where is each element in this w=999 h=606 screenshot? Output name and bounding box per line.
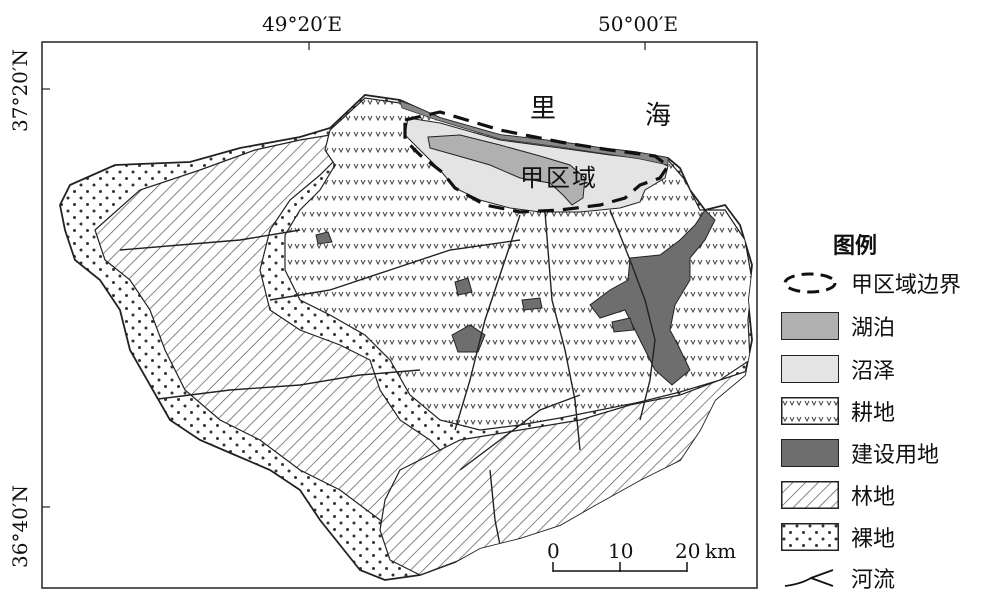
river-line <box>459 394 581 471</box>
lat-label-top: 37°20′N <box>8 49 32 132</box>
builtup-swatch-icon <box>781 439 839 467</box>
legend-label: 耕地 <box>851 401 896 426</box>
river-line <box>609 209 656 421</box>
builtup-east <box>589 209 716 386</box>
lon-label-left: 49°20′E <box>262 12 343 36</box>
builtup-patch <box>454 277 473 296</box>
legend-label: 裸地 <box>851 527 896 552</box>
legend-label: 河流 <box>851 568 896 593</box>
river-line <box>544 211 581 451</box>
builtup-patch <box>451 324 486 353</box>
map-frame <box>41 41 758 589</box>
scale-label-20: 20 <box>675 539 701 563</box>
legend-label: 沼泽 <box>851 359 896 384</box>
river-line <box>119 229 301 251</box>
lat-label-bottom: 36°40′N <box>8 485 32 568</box>
bare-dots-icon <box>781 523 839 551</box>
farmland-pattern-icon <box>781 397 839 425</box>
dashed-boundary-icon <box>783 272 837 294</box>
scale-unit: km <box>705 539 737 563</box>
river-line-icon <box>784 569 834 587</box>
sea-label-char-2: 海 <box>645 101 674 131</box>
lake-swatch-icon <box>781 312 839 340</box>
river-line <box>489 469 501 546</box>
region-label: 甲区域 <box>520 164 598 192</box>
scale-label-10: 10 <box>608 539 634 563</box>
legend-title: 图例 <box>833 233 878 259</box>
river-line <box>454 214 521 431</box>
legend-label: 建设用地 <box>851 443 940 468</box>
legend-item-lake: 湖泊 <box>781 310 895 342</box>
legend-item-bare: 裸地 <box>781 521 895 553</box>
forest-hatch-icon <box>781 481 839 509</box>
forest-south <box>379 369 751 576</box>
legend-item-farmland: 耕地 <box>781 395 895 427</box>
legend-label: 湖泊 <box>851 316 896 341</box>
rivers <box>119 209 656 546</box>
builtup-patch <box>315 231 333 245</box>
river-line <box>269 239 521 301</box>
legend-item-builtup: 建设用地 <box>781 437 939 469</box>
legend-item-marsh: 沼泽 <box>781 353 895 385</box>
sea-label-char-1: 里 <box>530 94 559 124</box>
legend-item-boundary: 甲区域边界 <box>781 267 961 299</box>
builtup-patch <box>521 297 543 311</box>
lake <box>427 134 586 206</box>
builtup-patch <box>611 317 635 333</box>
lon-label-right: 50°00′E <box>598 12 679 36</box>
legend-label: 甲区域边界 <box>851 273 962 298</box>
scale-bar <box>552 562 688 572</box>
scale-label-0: 0 <box>547 539 560 563</box>
region-boundary <box>403 110 671 214</box>
legend-label: 林地 <box>851 485 896 510</box>
legend-item-forest: 林地 <box>781 479 895 511</box>
legend-item-river: 河流 <box>781 562 895 594</box>
river-line <box>149 369 421 401</box>
marsh-swatch-icon <box>781 355 839 383</box>
